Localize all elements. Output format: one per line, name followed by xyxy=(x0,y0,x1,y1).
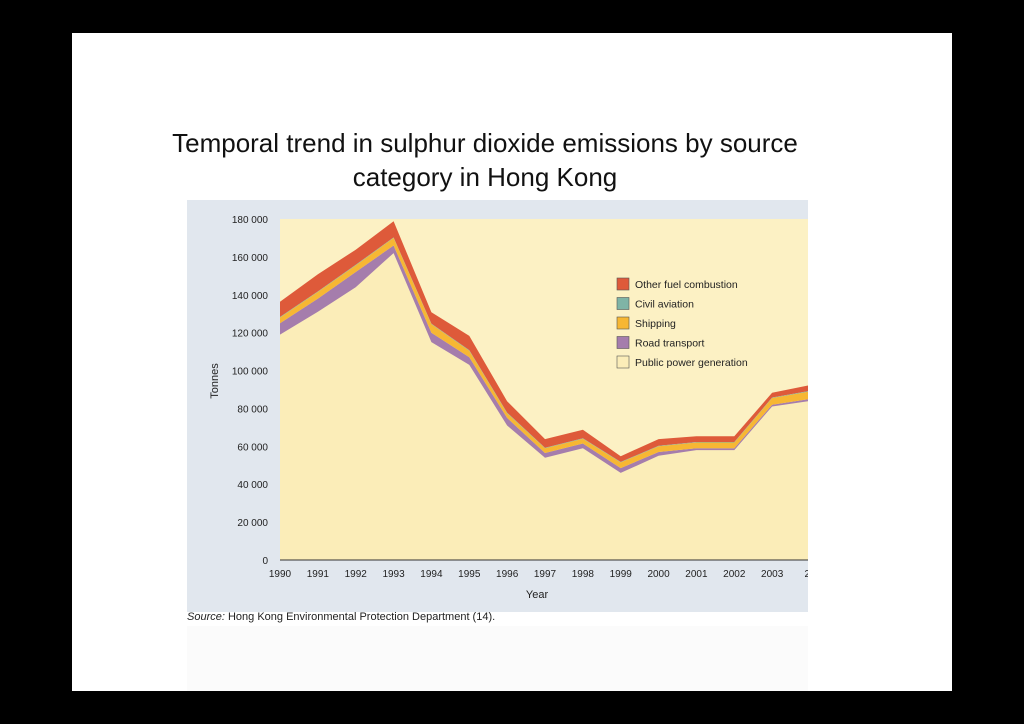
source-label: Source: xyxy=(187,611,225,623)
axes: 0 20 000 40 000 60 000 80 000 100 000 120 000 1… xyxy=(209,215,808,601)
x-tick-label: 1994 xyxy=(420,569,443,580)
x-tick-label: 1993 xyxy=(382,569,405,580)
y-tick-label: 40 000 xyxy=(237,480,268,491)
legend-swatch-public-power-generation xyxy=(616,355,630,369)
area-public-power-generation xyxy=(280,253,808,560)
y-tick-label: 100 000 xyxy=(232,367,269,378)
slide-title-line-2: category in Hong Kong xyxy=(352,162,618,192)
legend-swatch-road-transport xyxy=(616,336,630,349)
slide-title-line-1: Temporal trend in sulphur dioxide emissi… xyxy=(172,128,798,158)
y-tick-label: 140 000 xyxy=(232,291,269,302)
x-tick-label: 2002 xyxy=(723,569,746,580)
chart-source: Source: Hong Kong Environmental Protecti… xyxy=(187,611,495,623)
y-tick-label: 80 000 xyxy=(237,404,268,415)
legend-label-road-transport: Road transport xyxy=(635,338,705,350)
page-lower-area xyxy=(187,626,808,691)
stacked-areas xyxy=(280,221,808,560)
x-axis-title: Year xyxy=(526,589,549,601)
source-text: Hong Kong Environmental Protection Depar… xyxy=(224,611,496,623)
x-tick-label: 1997 xyxy=(534,569,557,580)
y-tick-label: 60 000 xyxy=(237,442,268,453)
x-tick-label: 1992 xyxy=(345,569,368,580)
x-tick-label: 1996 xyxy=(496,569,519,580)
legend-label-public-power-generation: Public power generation xyxy=(635,357,748,369)
x-tick-label: 1990 xyxy=(269,569,292,580)
x-tick-label: 1998 xyxy=(572,569,595,580)
legend-swatch-other-fuel-combustion xyxy=(616,277,630,291)
y-tick-label: 20 000 xyxy=(237,518,268,529)
legend-label-shipping: Shipping xyxy=(635,318,676,330)
chart-panel: 0 20 000 40 000 60 000 80 000 100 000 120 000 1… xyxy=(187,200,808,612)
x-tick-label: 1995 xyxy=(458,569,481,580)
x-tick-label: 2003 xyxy=(761,569,784,580)
x-tick-label: 2001 xyxy=(685,569,708,580)
legend-swatch-civil-aviation xyxy=(616,297,630,310)
legend-swatch-shipping xyxy=(616,316,630,330)
y-axis-title: Tonnes xyxy=(209,363,221,399)
legend-label-civil-aviation: Civil aviation xyxy=(635,299,694,311)
legend: Other fuel combustion Civil aviation Shipp… xyxy=(616,277,748,369)
x-tick-label: 20 xyxy=(804,569,808,580)
x-tick-label: 1991 xyxy=(307,569,330,580)
y-tick-label: 180 000 xyxy=(232,215,269,226)
y-tick-label: 160 000 xyxy=(232,253,269,264)
x-tick-label: 2000 xyxy=(647,569,670,580)
slide-title: Temporal trend in sulphur dioxide emissi… xyxy=(118,126,852,194)
legend-label-other-fuel-combustion: Other fuel combustion xyxy=(635,279,738,291)
y-tick-label: 0 xyxy=(262,556,268,567)
emissions-area-chart: 0 20 000 40 000 60 000 80 000 100 000 120 000 1… xyxy=(209,215,808,601)
y-tick-label: 120 000 xyxy=(232,329,269,340)
x-tick-label: 1999 xyxy=(610,569,633,580)
